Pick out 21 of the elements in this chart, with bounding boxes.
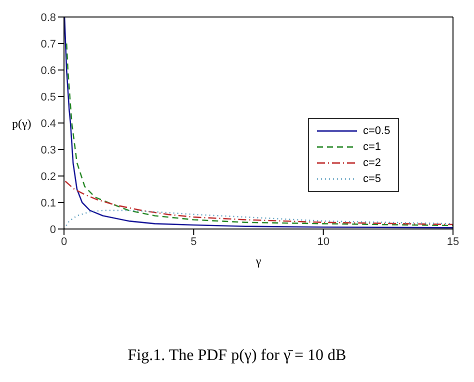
x-tick-label: 15 (446, 236, 460, 248)
legend-label: c=0.5 (363, 125, 390, 137)
y-tick-label: 0.8 (40, 12, 56, 24)
y-tick-label: 0.5 (40, 91, 56, 104)
y-tick-label: 0.7 (40, 38, 56, 50)
y-axis-title: p(γ) (12, 116, 32, 130)
legend-label: c=2 (363, 157, 382, 169)
y-tick-label: 0.4 (40, 118, 56, 130)
y-tick-label: 0.3 (40, 144, 56, 156)
line-series (64, 180, 453, 226)
y-tick-label: 0 (50, 224, 56, 236)
legend-label: c=5 (363, 173, 382, 185)
legend-label: c=1 (363, 141, 382, 153)
y-tick-label: 0.6 (40, 64, 56, 77)
x-tick-label: 0 (60, 236, 68, 248)
caption: Fig.1. The PDF p(γ) for γ̄ = 10 dB (126, 347, 348, 365)
x-tick-label: 10 (317, 236, 330, 248)
x-axis-title: γ (254, 254, 262, 268)
x-tick-label: 5 (190, 236, 197, 248)
y-tick-label: 0.2 (40, 170, 56, 183)
y-tick-label: 0.1 (40, 197, 56, 210)
